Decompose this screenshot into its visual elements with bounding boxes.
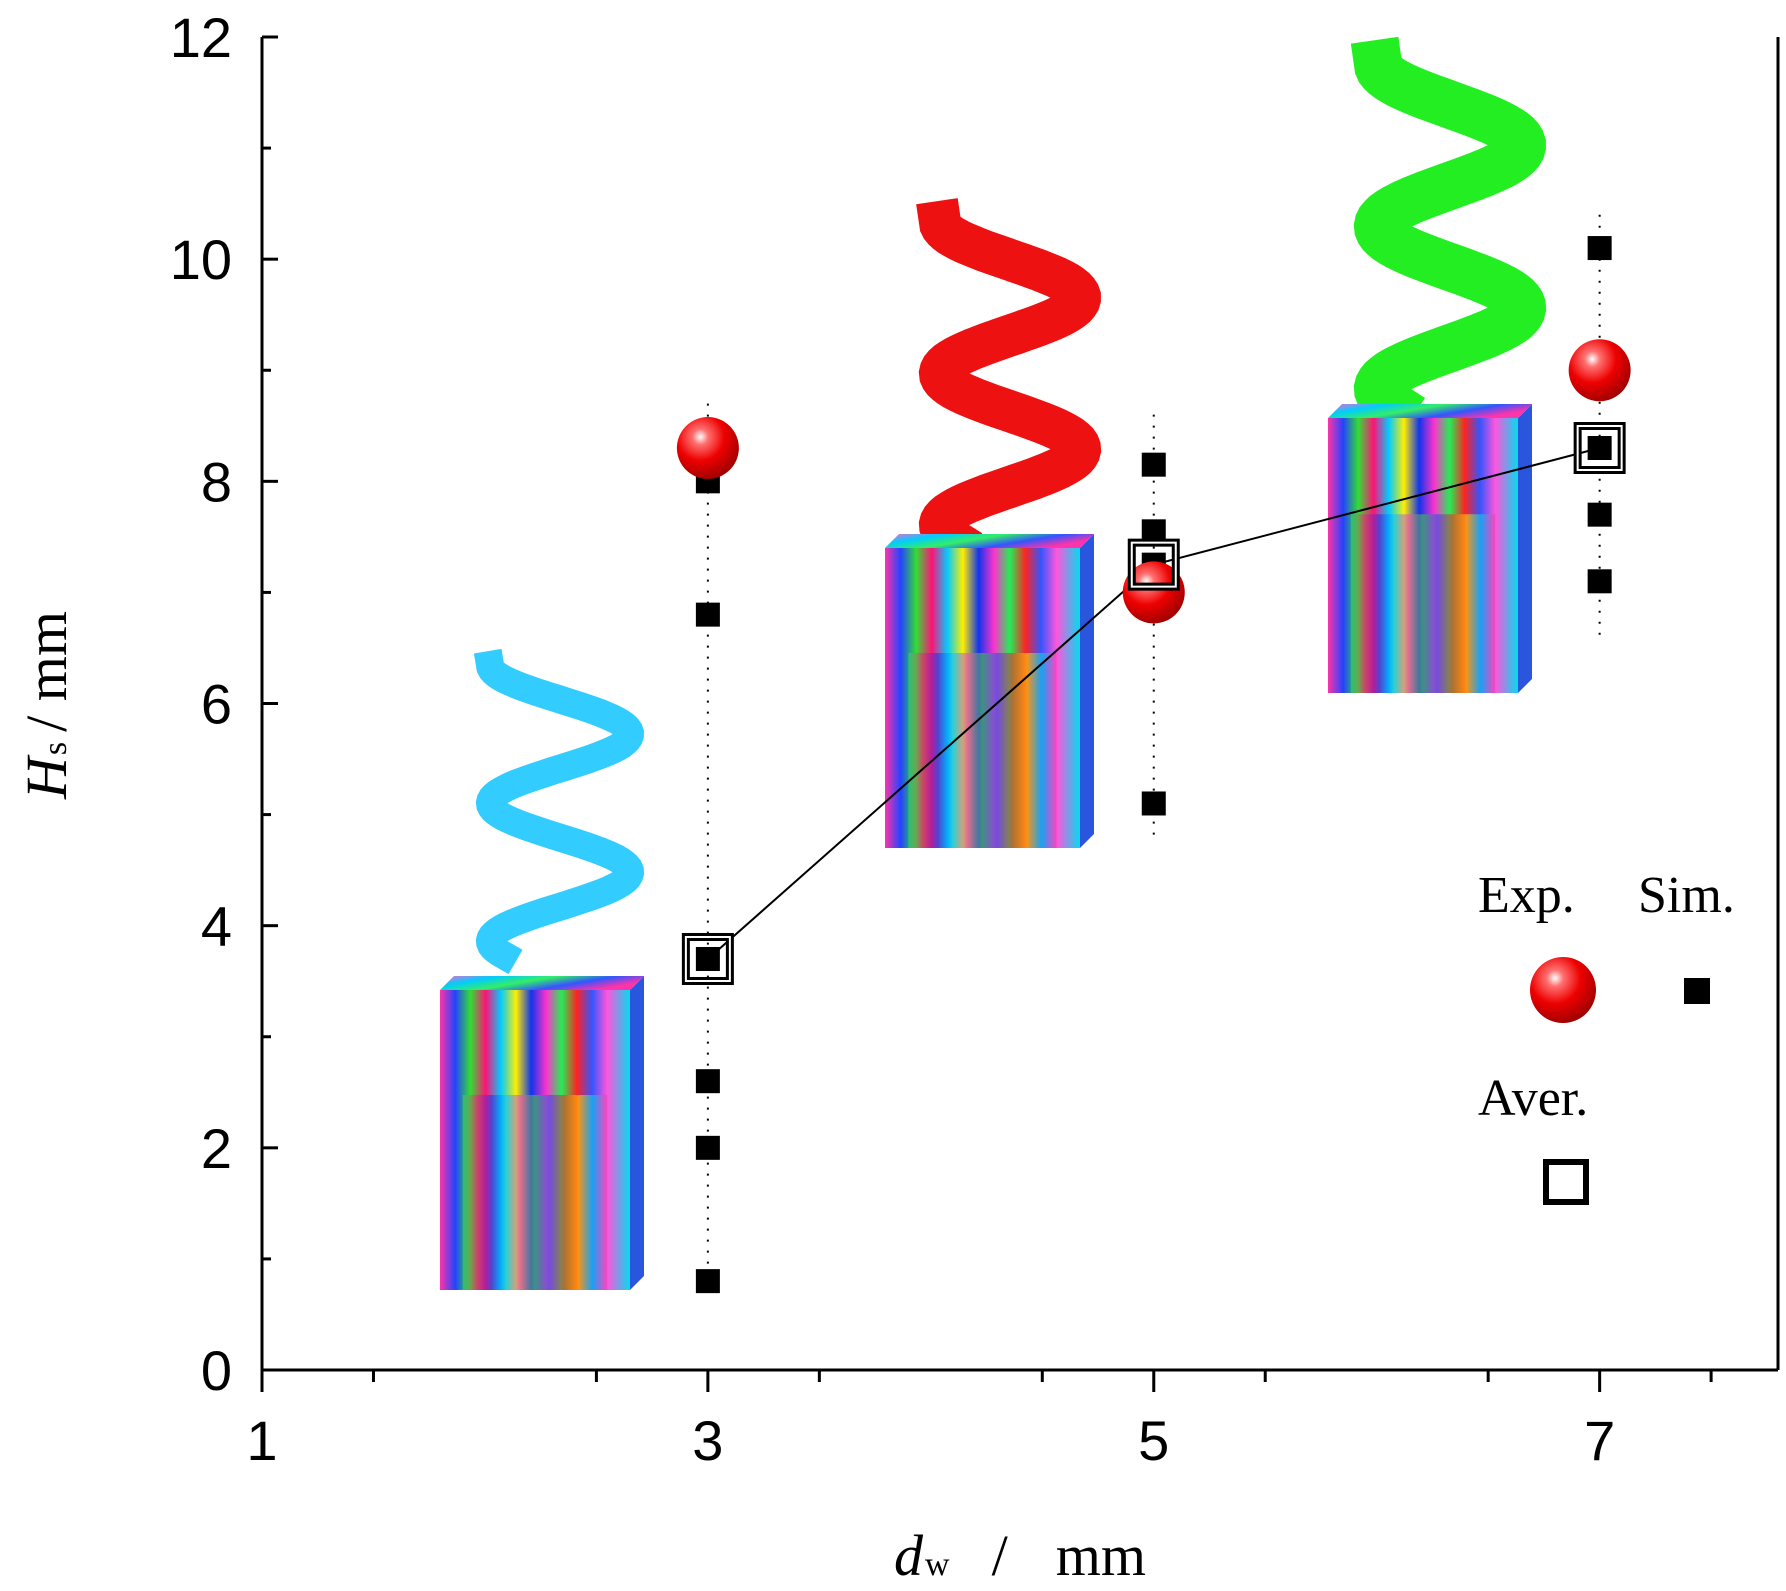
- sim-point: [695, 1135, 720, 1160]
- y-tick-label: 8: [201, 450, 232, 513]
- inset-dw3: [440, 648, 645, 1290]
- grain-block-top: [1328, 404, 1532, 418]
- y-tick-label: 6: [201, 673, 232, 736]
- exp-point: [1122, 561, 1185, 624]
- x-axis-separator: /: [992, 1523, 1009, 1588]
- sim-point: [1587, 236, 1612, 261]
- grain-block-texture: [908, 653, 1057, 848]
- legend-aver-label: Aver.: [1478, 1070, 1588, 1127]
- grain-block-top: [885, 534, 1094, 548]
- x-tick-label: 1: [246, 1409, 277, 1472]
- y-axis-symbol: H: [14, 754, 79, 800]
- y-tick-label: 10: [170, 228, 232, 291]
- grain-block-side: [1518, 404, 1532, 693]
- x-ticks: 1 3 5 7: [246, 1370, 1713, 1472]
- sim-point: [1587, 502, 1612, 527]
- sim-point: [695, 1269, 720, 1294]
- grain-block-top: [440, 976, 644, 990]
- sim-series: [695, 236, 1612, 1294]
- y-tick-label: 2: [201, 1117, 232, 1180]
- sim-point: [695, 602, 720, 627]
- x-tick-label: 7: [1584, 1409, 1615, 1472]
- y-tick-label: 0: [201, 1339, 232, 1402]
- sim-point: [1141, 791, 1166, 816]
- average-series: [681, 422, 1626, 985]
- y-axis-unit: / mm: [14, 611, 79, 732]
- y-axis-subscript: s: [37, 742, 74, 755]
- helix-spiral: [916, 198, 1102, 569]
- grain-block-side: [1080, 534, 1094, 848]
- aver-point-inner: [684, 935, 731, 982]
- x-tick-label: 3: [692, 1409, 723, 1472]
- legend: Exp. Sim. Aver.: [1478, 867, 1735, 1205]
- x-axis-symbol: d: [894, 1523, 924, 1588]
- sim-point: [1587, 569, 1612, 594]
- simulation-insets: [440, 36, 1547, 1290]
- legend-exp-label: Exp.: [1478, 867, 1575, 924]
- legend-exp-marker: [1530, 957, 1596, 1023]
- range-lines: [706, 214, 1601, 1282]
- y-ticks: 0 2 4 6 8 10 12: [170, 6, 278, 1402]
- legend-aver-marker: [1543, 1159, 1589, 1205]
- helix-spiral: [473, 648, 645, 975]
- legend-sim-label: Sim.: [1638, 867, 1735, 924]
- x-axis-unit: mm: [1056, 1523, 1146, 1588]
- y-tick-label: 12: [170, 6, 232, 69]
- y-tick-label: 4: [201, 895, 232, 958]
- exp-series: [676, 339, 1631, 624]
- inset-dw5: [885, 198, 1102, 848]
- x-axis-subscript: w: [925, 1546, 950, 1583]
- sim-point: [695, 1069, 720, 1094]
- aver-point-inner: [1130, 541, 1177, 588]
- sim-point: [1587, 436, 1612, 461]
- exp-point: [676, 417, 739, 480]
- aver-point-inner: [1576, 425, 1623, 472]
- grain-block-side: [630, 976, 644, 1290]
- legend-sim-marker: [1684, 978, 1710, 1004]
- exp-point: [1568, 339, 1631, 402]
- grain-block-texture: [462, 1095, 608, 1290]
- y-axis-title: Hs / mm: [14, 611, 79, 800]
- sim-point: [695, 946, 720, 971]
- inset-dw7: [1328, 36, 1547, 693]
- helix-spiral: [1350, 36, 1547, 439]
- x-axis-title: dw / mm: [894, 1523, 1146, 1588]
- sim-point: [1141, 452, 1166, 477]
- x-tick-label: 5: [1138, 1409, 1169, 1472]
- grain-block-texture: [1350, 514, 1496, 693]
